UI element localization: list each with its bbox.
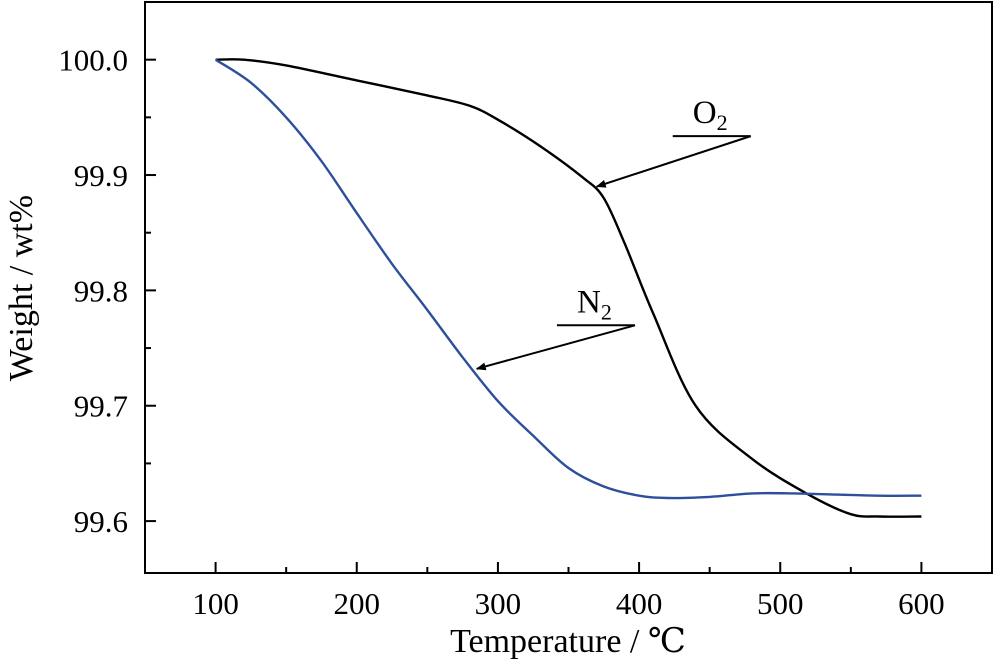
y-axis-title: Weight / wt% [3, 195, 40, 381]
x-tick-label: 100 [192, 586, 239, 621]
y-tick-label: 99.7 [74, 389, 128, 424]
x-axis-ticks: 100 200 300 400 500 600 [144, 562, 993, 621]
annotation-layer: O2 N2 [475, 95, 752, 371]
x-axis-title: Temperature / ℃ [450, 623, 686, 660]
series-line-n2 [214, 58, 922, 500]
y-axis-ticks: 99.6 99.7 99.8 99.9 100.0 [58, 1, 156, 539]
annotation-label-o2: O2 [693, 95, 728, 135]
series-layer [214, 58, 922, 518]
annotation-subscript-o2: 2 [717, 110, 728, 135]
y-tick-label: 99.9 [74, 158, 128, 193]
y-tick-label: 99.8 [74, 273, 128, 308]
y-tick-label: 100.0 [58, 43, 128, 78]
annotation-subscript-n2: 2 [601, 299, 612, 324]
x-tick-label: 200 [334, 586, 381, 621]
y-tick-label: 99.6 [74, 504, 128, 539]
series-line-o2 [215, 58, 922, 518]
x-tick-label: 300 [475, 586, 522, 621]
x-tick-label: 600 [898, 586, 945, 621]
x-tick-label: 400 [616, 586, 663, 621]
x-tick-label: 500 [757, 586, 804, 621]
annotation-label-n2: N2 [577, 284, 612, 324]
plot-frame [144, 1, 993, 574]
annotation-arrow-n2 [475, 324, 636, 371]
annotation-arrow-o2 [595, 135, 752, 188]
